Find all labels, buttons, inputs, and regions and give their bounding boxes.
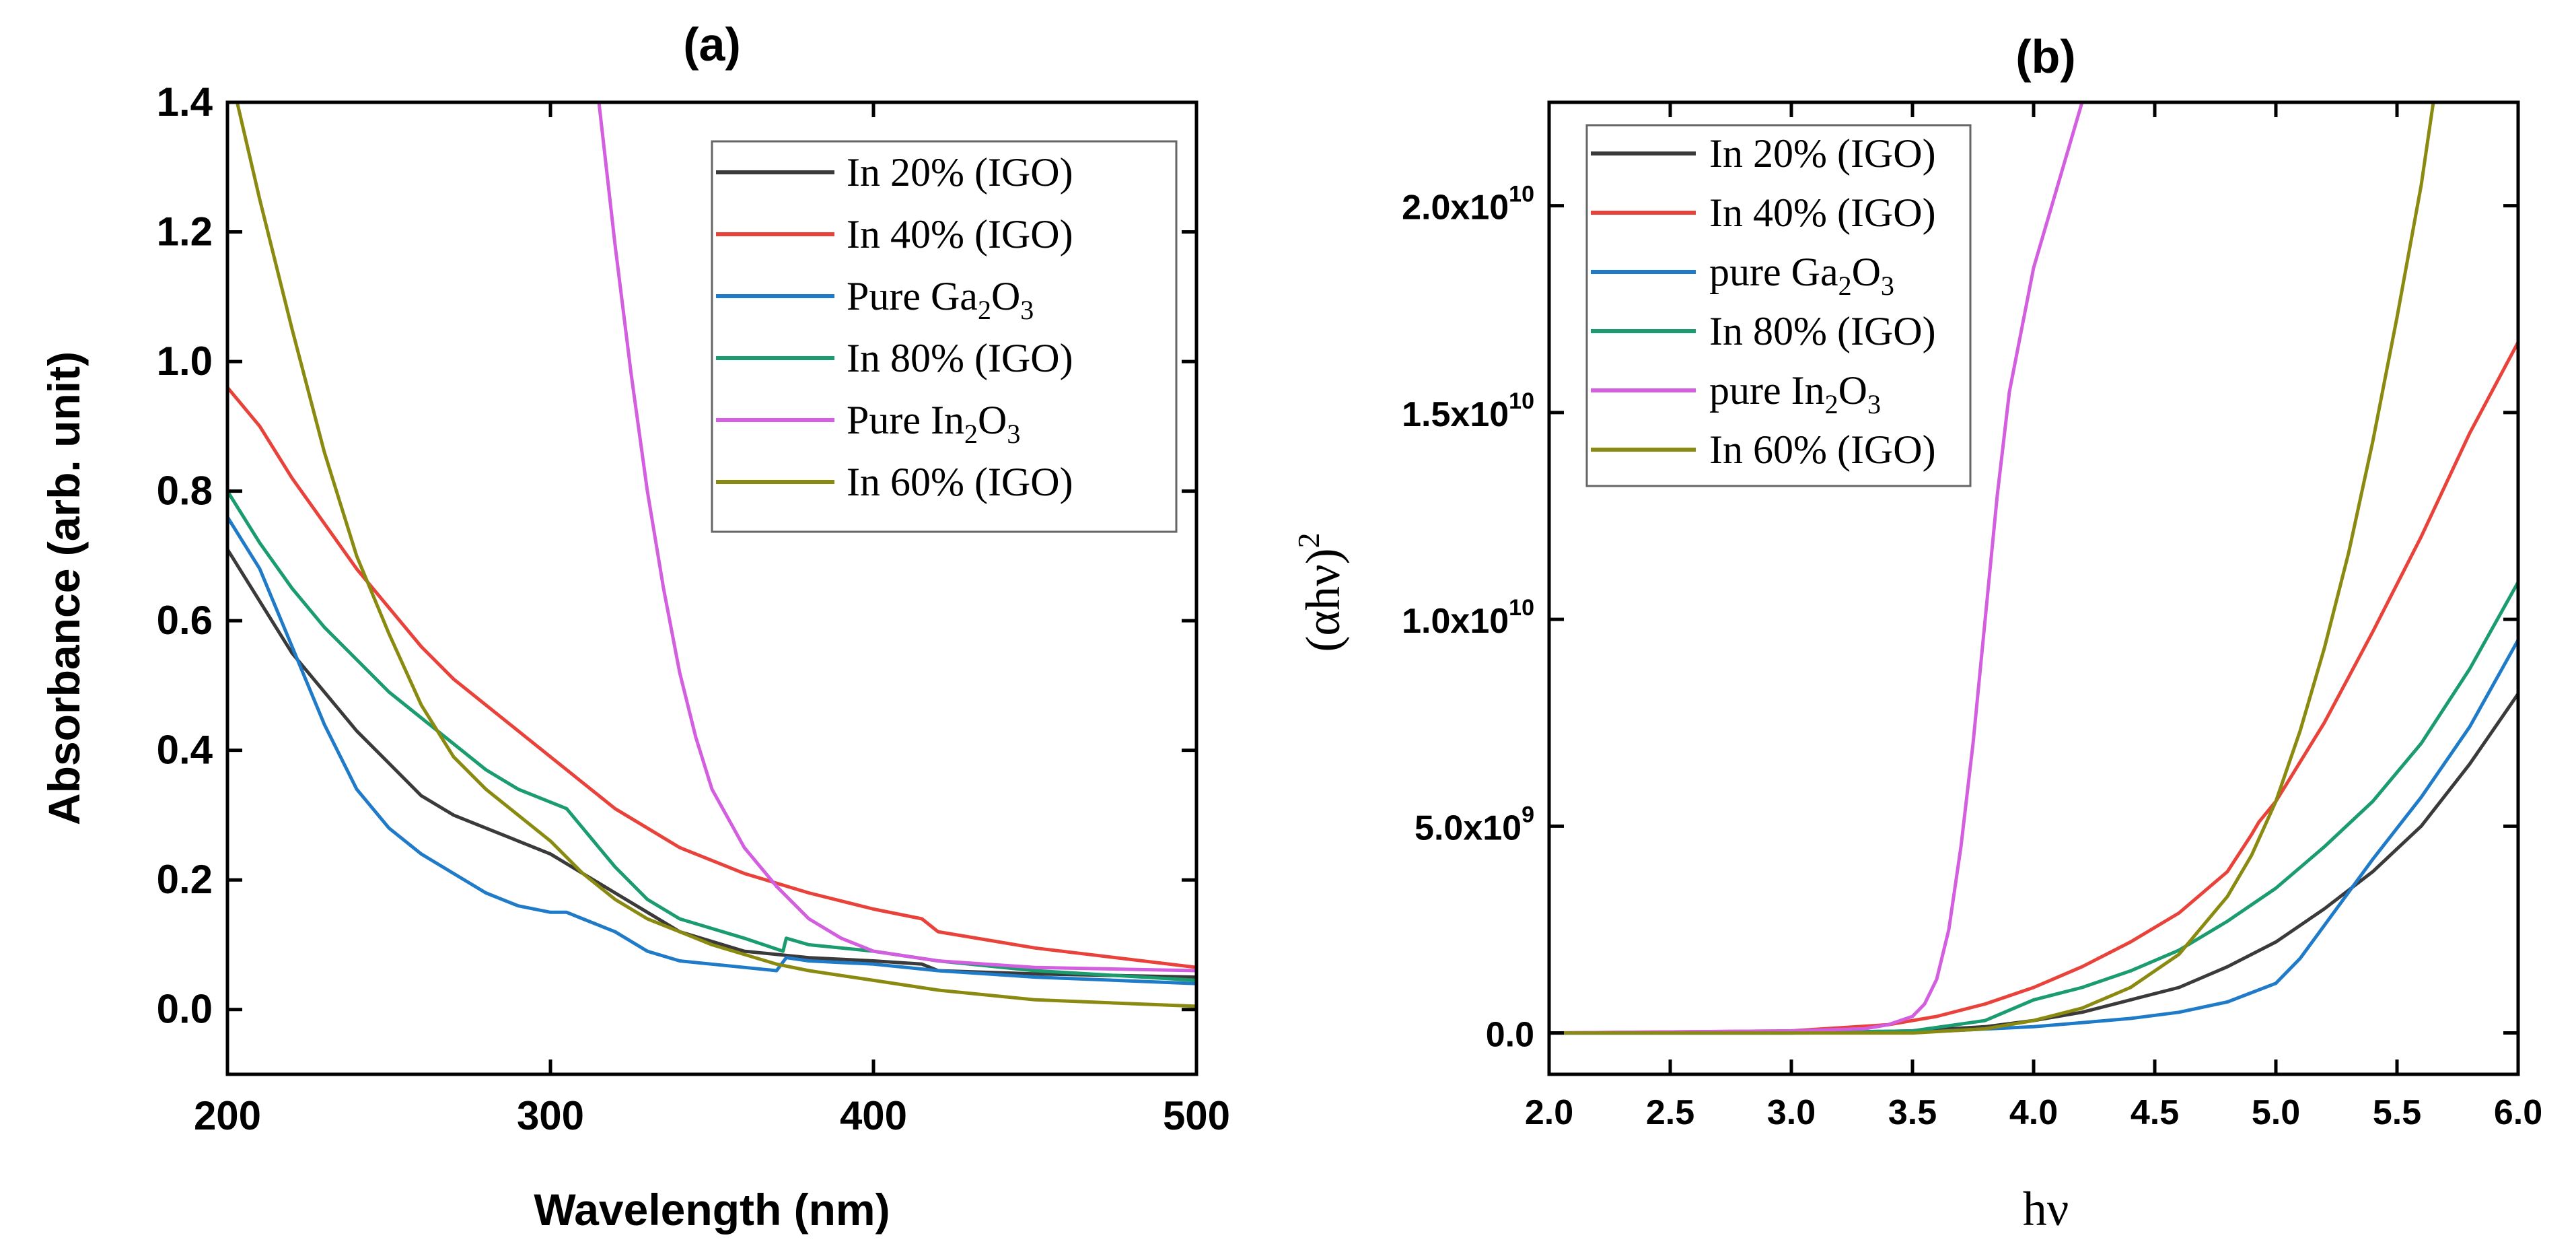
x-tick-label: 5.0: [2252, 1093, 2300, 1132]
x-tick-label: 200: [194, 1093, 261, 1138]
series-line-b-in-80-igo: [1549, 581, 2518, 1035]
x-tick-label: 3.0: [1767, 1093, 1816, 1132]
y-axis-title-a: Absorbance (arb. unit): [39, 351, 89, 825]
x-tick-label: 5.5: [2373, 1093, 2421, 1132]
legend-b: In 20% (IGO) In 40% (IGO) pure Ga2O3 In 80%…: [1585, 124, 1972, 487]
series-line-a-in-40-igo: [227, 386, 1196, 969]
y-tick-label: 2.0x1010: [1402, 182, 1534, 228]
x-tick-label: 2.0: [1525, 1093, 1573, 1132]
y-tick-label: 0.0: [1486, 1016, 1534, 1055]
y-tick-label: 5.0x109: [1415, 802, 1534, 847]
series-line-b-in-40-igo: [1549, 341, 2518, 1035]
legend-box-a: [711, 140, 1178, 533]
y-tick-label: 1.0x1010: [1402, 595, 1534, 641]
legend-label-in-20-igo: In 20% (IGO): [847, 150, 1073, 195]
y-tick-label: 0.2: [157, 857, 213, 902]
y-axis-title-b: (αhν)2: [1291, 532, 1350, 652]
plot-frame-a: [225, 100, 1198, 1076]
x-tick-label: 2.5: [1646, 1093, 1694, 1132]
x-tick-label: 6.0: [2494, 1093, 2542, 1132]
x-tick-label: 300: [517, 1093, 584, 1138]
series-line-b-pure-in2o3: [1549, 102, 2084, 1035]
legend-label-pure-in2o3: Pure In2O3: [847, 398, 1020, 449]
legend-label-pure-ga2o3: pure Ga2O3: [1709, 250, 1894, 301]
series-line-b-in-60-igo: [1549, 102, 2435, 1035]
legend-label-pure-ga2o3: Pure Ga2O3: [847, 274, 1034, 325]
legend-label-in-20-igo: In 20% (IGO): [1709, 131, 1936, 176]
ticks-b: 2.0 2.5 3.0 3.5 4.0 4.5 5.0 5.5 6.0 0.0 5.0x109 1.0…: [1402, 102, 2542, 1132]
y-tick-label: 0.4: [157, 728, 213, 773]
legend-label-in-40-igo: In 40% (IGO): [1709, 190, 1936, 235]
y-tick-label: 1.2: [157, 209, 213, 254]
chart-b: (b) (αhν)2 hν 2.0 2.5 3.0 3.5 4.0 4.5 5.0 5.5 6.…: [1291, 30, 2542, 1236]
x-axis-title-a: Wavelength (nm): [534, 1185, 890, 1235]
ticks-a: 200 300 400 500 0.0 0.2 0.4 0.6 0.8 1.0 1.2 1.4: [157, 79, 1230, 1138]
legend-box-b: [1585, 124, 1972, 487]
series-line-b-in-20-igo: [1549, 693, 2518, 1035]
x-tick-label: 4.5: [2131, 1093, 2179, 1132]
y-tick-label: 0.6: [157, 598, 213, 643]
legend-label-in-80-igo: In 80% (IGO): [1709, 309, 1936, 353]
y-tick-label: 0.8: [157, 468, 213, 514]
x-tick-label: 3.5: [1888, 1093, 1937, 1132]
series-line-a-in-80-igo: [227, 490, 1196, 982]
y-tick-label: 1.0: [157, 339, 213, 384]
panel-label-a: (a): [683, 18, 741, 71]
y-tick-label: 1.5x1010: [1402, 388, 1534, 434]
legend-a: In 20% (IGO) In 40% (IGO) Pure Ga2O3 In 80%…: [711, 140, 1178, 533]
y-tick-label: 0.0: [157, 987, 213, 1032]
legend-label-in-40-igo: In 40% (IGO): [847, 212, 1073, 256]
series-line-b-pure-ga2o3: [1549, 639, 2518, 1035]
series-line-a-in-60-igo: [235, 102, 1196, 1008]
x-tick-label: 4.0: [2009, 1093, 2058, 1132]
legend-label-pure-in2o3: pure In2O3: [1709, 368, 1881, 419]
series-line-a-pure-ga2o3: [227, 516, 1196, 985]
legend-label-in-80-igo: In 80% (IGO): [847, 336, 1073, 380]
x-axis-title-b: hν: [2023, 1182, 2069, 1236]
series-line-a-pure-in2o3: [597, 102, 1196, 973]
x-tick-label: 400: [840, 1093, 907, 1138]
y-tick-label: 1.4: [157, 79, 213, 125]
series-group-b: [1549, 102, 2518, 1035]
chart-a: (a) Absorbance (arb. unit) Wavelength (n…: [39, 18, 1230, 1235]
x-tick-label: 500: [1163, 1093, 1230, 1138]
panel-label-b: (b): [2015, 30, 2075, 83]
legend-label-in-60-igo: In 60% (IGO): [847, 460, 1073, 504]
legend-label-in-60-igo: In 60% (IGO): [1709, 427, 1936, 472]
series-line-a-in-20-igo: [227, 548, 1196, 979]
series-group-a: [227, 102, 1196, 1008]
